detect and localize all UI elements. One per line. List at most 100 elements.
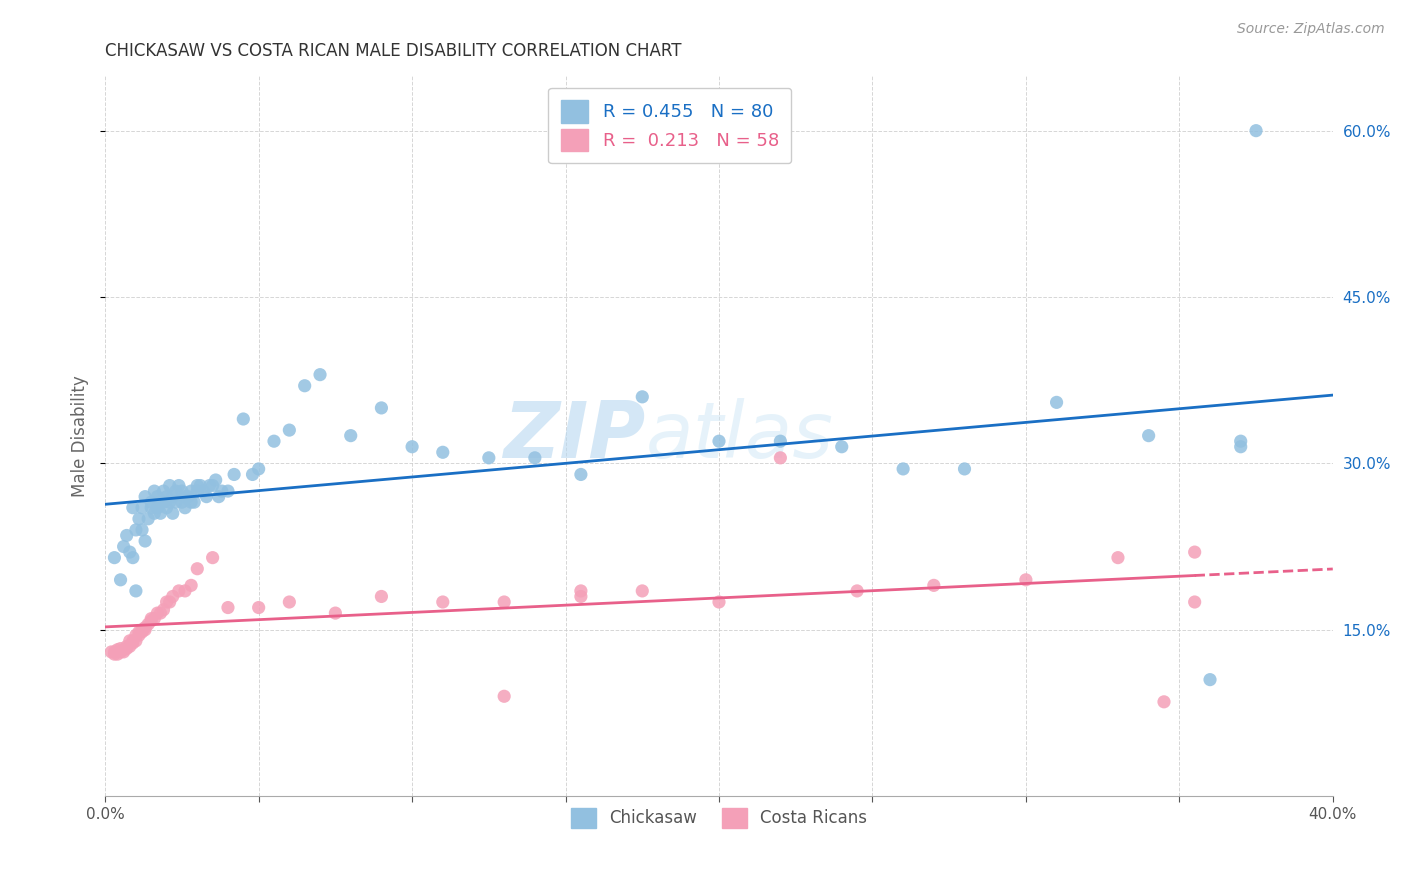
Point xyxy=(1184,595,1206,609)
Point xyxy=(523,450,546,465)
Point xyxy=(1137,428,1160,442)
Point xyxy=(170,484,193,499)
Point xyxy=(141,500,163,515)
Point xyxy=(631,583,654,598)
Point xyxy=(201,550,224,565)
Point xyxy=(125,583,148,598)
Point xyxy=(1199,673,1222,687)
Point xyxy=(263,434,285,449)
Point xyxy=(131,623,153,637)
Point xyxy=(193,484,215,499)
Legend: Chickasaw, Costa Ricans: Chickasaw, Costa Ricans xyxy=(564,801,875,835)
Point xyxy=(121,550,143,565)
Text: ZIP: ZIP xyxy=(503,398,645,474)
Point xyxy=(128,628,150,642)
Point xyxy=(247,600,270,615)
Point xyxy=(134,534,156,549)
Point xyxy=(103,550,125,565)
Point xyxy=(152,484,174,499)
Text: CHICKASAW VS COSTA RICAN MALE DISABILITY CORRELATION CHART: CHICKASAW VS COSTA RICAN MALE DISABILITY… xyxy=(105,42,682,60)
Text: atlas: atlas xyxy=(645,398,834,474)
Point xyxy=(707,595,730,609)
Point xyxy=(141,614,163,628)
Point xyxy=(478,450,501,465)
Point xyxy=(103,645,125,659)
Point xyxy=(309,368,332,382)
Point xyxy=(180,495,202,509)
Point xyxy=(325,606,347,620)
Point xyxy=(195,490,218,504)
Point xyxy=(107,642,129,657)
Point xyxy=(401,440,423,454)
Point xyxy=(569,583,592,598)
Point xyxy=(134,620,156,634)
Point xyxy=(112,645,135,659)
Point xyxy=(631,390,654,404)
Point xyxy=(188,478,211,492)
Point xyxy=(141,612,163,626)
Point xyxy=(152,603,174,617)
Point xyxy=(136,617,159,632)
Point xyxy=(107,647,129,661)
Point xyxy=(922,578,945,592)
Point xyxy=(165,484,187,499)
Point xyxy=(115,640,138,654)
Point xyxy=(125,628,148,642)
Point xyxy=(149,495,172,509)
Point xyxy=(162,506,184,520)
Point xyxy=(370,590,392,604)
Point xyxy=(198,478,221,492)
Point xyxy=(1244,123,1267,137)
Point xyxy=(159,478,181,492)
Point xyxy=(174,500,197,515)
Point xyxy=(247,462,270,476)
Point xyxy=(1107,550,1129,565)
Point xyxy=(174,583,197,598)
Point xyxy=(121,633,143,648)
Point xyxy=(494,690,516,704)
Point xyxy=(118,633,141,648)
Point xyxy=(217,484,239,499)
Point xyxy=(339,428,361,442)
Point xyxy=(110,641,132,656)
Point xyxy=(177,490,200,504)
Point xyxy=(165,495,187,509)
Point xyxy=(180,578,202,592)
Point xyxy=(112,540,135,554)
Point xyxy=(186,478,208,492)
Point xyxy=(242,467,264,482)
Point xyxy=(769,434,792,449)
Point xyxy=(118,545,141,559)
Point xyxy=(891,462,914,476)
Point xyxy=(121,500,143,515)
Point xyxy=(432,445,454,459)
Point xyxy=(134,490,156,504)
Point xyxy=(146,606,169,620)
Point xyxy=(232,412,254,426)
Point xyxy=(707,434,730,449)
Point xyxy=(143,506,166,520)
Point xyxy=(112,642,135,657)
Point xyxy=(146,500,169,515)
Point xyxy=(162,590,184,604)
Point xyxy=(432,595,454,609)
Point xyxy=(1229,434,1251,449)
Point xyxy=(180,484,202,499)
Point xyxy=(1045,395,1067,409)
Point xyxy=(155,500,177,515)
Point xyxy=(494,595,516,609)
Point xyxy=(953,462,976,476)
Point xyxy=(1015,573,1038,587)
Point xyxy=(149,506,172,520)
Point xyxy=(1184,545,1206,559)
Point xyxy=(208,490,231,504)
Point xyxy=(186,562,208,576)
Point xyxy=(569,467,592,482)
Point xyxy=(146,490,169,504)
Point xyxy=(1229,440,1251,454)
Point xyxy=(167,583,190,598)
Point xyxy=(110,645,132,659)
Point xyxy=(278,423,301,437)
Point xyxy=(186,484,208,499)
Point xyxy=(149,606,172,620)
